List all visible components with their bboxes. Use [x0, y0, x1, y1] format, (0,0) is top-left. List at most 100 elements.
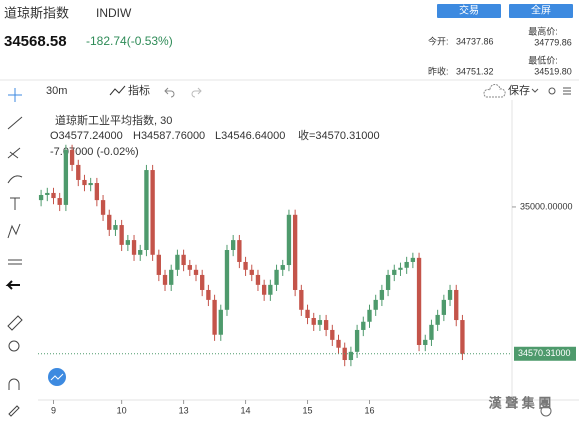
fullscreen-button[interactable]	[509, 4, 573, 18]
candle-body	[69, 149, 75, 165]
stat-value: 34737.86	[456, 36, 494, 46]
candle-body	[392, 269, 397, 275]
x-tick-label: 10	[117, 405, 127, 415]
candle-body	[367, 309, 372, 322]
lock-tool[interactable]	[8, 405, 20, 417]
candle-body	[150, 170, 155, 255]
candle-body	[317, 320, 323, 325]
axis-settings[interactable]	[540, 405, 552, 417]
dropdown-icon[interactable]	[531, 88, 539, 93]
trade-label[interactable]: 交易	[459, 4, 479, 17]
candle-body	[336, 339, 341, 348]
fib-tool[interactable]	[7, 147, 21, 159]
stat-label: 最低价:	[528, 54, 558, 65]
candle-body	[243, 261, 248, 270]
indicator-icon[interactable]	[109, 85, 126, 96]
x-tick-label: 9	[51, 405, 56, 415]
candle-body	[268, 284, 273, 295]
candle-body	[323, 320, 329, 330]
candle-body	[193, 269, 199, 275]
ruler-tool[interactable]	[7, 315, 23, 331]
brush-tool[interactable]	[7, 175, 23, 184]
projection-tool[interactable]	[8, 259, 22, 265]
stat-value: 34779.86	[534, 37, 572, 47]
x-tick-label: 13	[179, 405, 189, 415]
candle-body	[385, 274, 391, 290]
save[interactable]: 保存	[508, 83, 530, 97]
series-title: 道琼斯工业平均指数, 30	[55, 113, 172, 127]
back-tool[interactable]	[5, 280, 20, 290]
candle-body	[404, 261, 409, 268]
fullscreen-label[interactable]: 全屏	[531, 4, 551, 17]
logo-badge-mark	[50, 373, 64, 381]
candle-body	[107, 214, 112, 230]
candle-body	[447, 289, 453, 300]
candle-body	[200, 274, 205, 290]
stat-label: 昨收:	[428, 65, 449, 76]
logo-badge[interactable]	[48, 368, 66, 386]
candle-body	[138, 250, 143, 255]
price: 34568.58	[4, 33, 67, 50]
candle-body	[169, 269, 174, 285]
stat-value: 34519.80	[534, 66, 572, 76]
candle-body	[255, 274, 261, 285]
drawing-tools	[5, 88, 23, 417]
plot: 35000.00000 9 10 13 14 15 16 34570.31000	[38, 144, 576, 415]
last-price-box	[514, 346, 576, 361]
candle-body	[435, 314, 440, 325]
ohlc-value: -7.07000 (-0.02%)	[50, 146, 139, 158]
candle-body	[286, 214, 292, 266]
candle-body	[206, 289, 211, 300]
x-tick-label: 16	[364, 405, 374, 415]
candle-body	[175, 254, 180, 270]
zoom-tool[interactable]	[8, 340, 20, 352]
candle-body	[113, 225, 118, 230]
cloud-icon[interactable]	[483, 83, 506, 98]
candle-body	[454, 289, 459, 321]
interval[interactable]: 30m	[46, 85, 67, 97]
price-change: -182.74(-0.53%)	[86, 34, 173, 48]
candle-body	[379, 289, 385, 300]
candle-body	[292, 214, 298, 290]
crosshair-tool[interactable]	[8, 88, 22, 102]
candle-body	[330, 329, 335, 340]
ohlc-value: H34587.76000	[133, 130, 205, 142]
text-tool[interactable]	[10, 197, 20, 210]
y-tick-label: 35000.00000	[520, 201, 573, 211]
menu-icon[interactable]	[563, 87, 571, 95]
last-price-label: 34570.31000	[518, 348, 571, 358]
candle-body	[373, 299, 378, 310]
candle-body	[119, 225, 124, 245]
line-tool[interactable]	[7, 116, 23, 130]
candle-body	[280, 265, 285, 270]
stat-label: 今开:	[428, 35, 449, 46]
candle-body	[305, 309, 310, 318]
candle-body	[231, 240, 236, 250]
redo-icon[interactable]	[191, 87, 202, 98]
stat-label: 最高价:	[528, 25, 558, 36]
candle-body	[94, 183, 100, 201]
candle-body	[82, 179, 87, 186]
trade-button[interactable]	[437, 4, 501, 18]
candle-body	[100, 200, 106, 215]
ohlc-value: L34546.64000	[215, 130, 285, 142]
candle-body	[144, 170, 149, 250]
candle-body	[311, 317, 316, 325]
candle-body	[218, 309, 223, 335]
candle-body	[156, 254, 161, 275]
magnet-tool[interactable]	[8, 378, 20, 390]
settings-icon[interactable]	[548, 87, 556, 95]
candle-body	[181, 254, 186, 266]
ohlc-value: O34577.24000	[50, 130, 123, 142]
candle-body	[423, 339, 428, 345]
watermark: 漢 聲 集 團	[489, 395, 552, 410]
candle-body	[299, 289, 304, 310]
candle-body	[354, 329, 360, 352]
candle-body	[416, 257, 422, 345]
pattern-tool[interactable]	[7, 223, 21, 239]
candle-body	[51, 192, 56, 199]
undo-icon[interactable]	[164, 87, 175, 98]
indicators[interactable]: 指标	[128, 83, 150, 97]
candle-body	[261, 284, 267, 295]
